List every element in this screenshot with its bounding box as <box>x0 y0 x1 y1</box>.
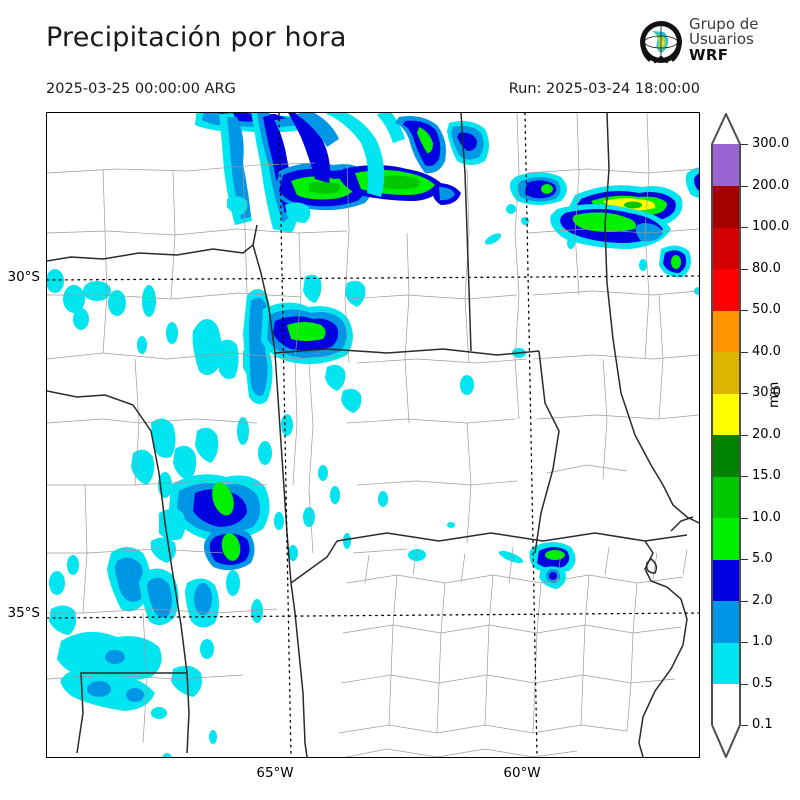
colorbar-tick-label-50.0: 50.0 <box>752 302 781 317</box>
page-title: Precipitación por hora <box>46 22 347 53</box>
colorbar-tick-50.0 <box>741 310 748 311</box>
colorbar-tick-300.0 <box>741 144 748 145</box>
colorbar-band-20.0-30.0 <box>711 393 741 436</box>
colorbar-tick-label-10.0: 10.0 <box>752 509 781 525</box>
colorbar-tick-label-300.0: 300.0 <box>752 136 790 151</box>
colorbar-unit-label: mm <box>766 381 782 408</box>
y-tick-label-35s: 35°S <box>7 605 41 621</box>
colorbar-tick-40.0 <box>741 351 748 353</box>
colorbar-tick-label-30.0: 30.0 <box>752 385 781 400</box>
colorbar-tick-2.0 <box>741 600 748 602</box>
colorbar-tick-0.5 <box>741 683 748 685</box>
precip-field <box>47 113 699 757</box>
colorbar-tick-label-1.0: 1.0 <box>752 634 773 649</box>
precip-region-corrientes <box>378 167 699 507</box>
colorbar-band-0.1-0.5 <box>711 683 741 726</box>
colorbar-band-80.0-100.0 <box>711 227 741 270</box>
precipitation-map[interactable] <box>46 112 700 758</box>
colorbar-tick-label-100.0: 100.0 <box>752 219 790 234</box>
precip-region-buenos-aires <box>408 522 576 589</box>
colorbar-tick-200.0 <box>741 185 748 187</box>
colorbar[interactable]: 0.1 0.5 1.0 2.0 5.0 10.0 15.0 20.0 30.0 40.0 50.0 8… <box>711 113 789 758</box>
gridline-lon-65w <box>278 113 292 757</box>
colorbar-tick-15.0 <box>741 476 748 477</box>
map-canvas <box>47 113 699 757</box>
colorbar-tick-label-0.5: 0.5 <box>752 675 773 691</box>
colorbar-band-30.0-40.0 <box>711 351 741 394</box>
logo-line-2: Usuarios <box>689 30 754 49</box>
precip-region-streaks <box>131 414 293 498</box>
x-tick-label-65w: 65°W <box>256 765 294 781</box>
precip-region-cordoba-core <box>192 274 366 413</box>
wrf-user-group-logo: Grupo de Usuarios WRF <box>637 15 792 70</box>
run-time-label: Run: 2025-03-24 18:00:00 <box>508 81 700 97</box>
colorbar-band-200.0-300.0 <box>711 144 741 187</box>
county-boundaries <box>47 113 699 757</box>
precip-region-santa-fe-arc <box>227 113 489 223</box>
logo-line-1: Grupo de <box>689 15 759 33</box>
colorbar-tick-label-80.0: 80.0 <box>752 260 781 276</box>
colorbar-tick-0.1 <box>741 725 748 726</box>
colorbar-tick-100.0 <box>741 227 748 228</box>
colorbar-band-100.0-200.0 <box>711 185 741 228</box>
x-tick-label-60w: 60°W <box>503 765 541 781</box>
valid-time-label: 2025-03-25 00:00:00 ARG <box>46 81 236 97</box>
precip-region-west-scattered <box>47 269 178 354</box>
colorbar-tick-1.0 <box>741 642 748 643</box>
y-tick-label-30s: 30°S <box>7 269 41 285</box>
gridline-lon-60w <box>524 113 538 757</box>
province-boundaries <box>47 113 699 757</box>
graticule <box>47 113 699 757</box>
colorbar-tick-20.0 <box>741 434 748 436</box>
precip-region-north-band <box>195 113 461 233</box>
colorbar-band-5.0-10.0 <box>711 517 741 560</box>
precip-region-scattered-center <box>162 465 351 757</box>
colorbar-band-50.0-80.0 <box>711 268 741 311</box>
colorbar-bands <box>711 144 741 726</box>
colorbar-tick-10.0 <box>741 517 748 519</box>
colorbar-band-1.0-2.0 <box>711 600 741 643</box>
precip-region-sanluis <box>107 547 263 628</box>
globe-emblem-icon <box>640 21 682 64</box>
colorbar-band-15.0-20.0 <box>711 434 741 477</box>
colorbar-band-2.0-5.0 <box>711 559 741 602</box>
colorbar-band-40.0-50.0 <box>711 310 741 353</box>
colorbar-tick-label-200.0: 200.0 <box>752 177 790 193</box>
colorbar-tick-30.0 <box>741 393 748 394</box>
colorbar-tick-label-40.0: 40.0 <box>752 343 781 359</box>
precip-region-cordoba-south <box>151 474 270 571</box>
colorbar-tick-label-2.0: 2.0 <box>752 592 773 608</box>
colorbar-tick-label-5.0: 5.0 <box>752 551 773 566</box>
precip-region-la-pampa <box>49 555 214 719</box>
colorbar-tick-label-0.1: 0.1 <box>752 717 773 732</box>
colorbar-tick-label-15.0: 15.0 <box>752 468 781 483</box>
colorbar-tick-label-20.0: 20.0 <box>752 426 781 442</box>
colorbar-tick-80.0 <box>741 268 748 270</box>
colorbar-band-0.5-1.0 <box>711 642 741 685</box>
colorbar-band-10.0-15.0 <box>711 476 741 519</box>
colorbar-tick-5.0 <box>741 559 748 560</box>
logo-line-3: WRF <box>689 45 729 64</box>
